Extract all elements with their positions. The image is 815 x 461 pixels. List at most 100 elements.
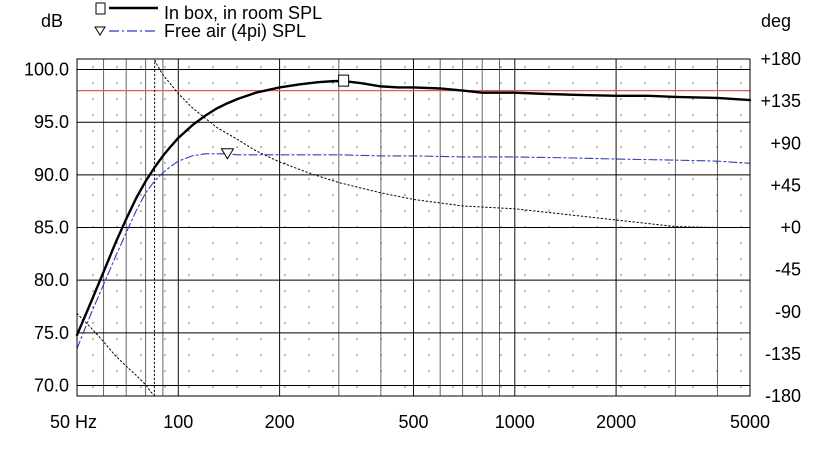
grid-dot	[116, 98, 118, 100]
grid-dot	[500, 386, 502, 388]
grid-dot	[500, 354, 502, 356]
grid-dot	[476, 322, 478, 324]
grid-dot	[164, 370, 166, 372]
grid-dot	[668, 338, 670, 340]
grid-dot	[404, 162, 406, 164]
grid-dot	[404, 354, 406, 356]
grid-dot	[164, 290, 166, 292]
grid-dot	[692, 258, 694, 260]
grid-dot	[260, 322, 262, 324]
grid-dot	[188, 242, 190, 244]
grid-dot	[212, 98, 214, 100]
grid-dot	[356, 66, 358, 68]
grid-dot	[548, 258, 550, 260]
grid-dot	[92, 98, 94, 100]
grid-dot	[188, 274, 190, 276]
grid-dot	[380, 82, 382, 84]
grid-dot	[92, 66, 94, 68]
legend-label-in-box: In box, in room SPL	[164, 3, 322, 23]
grid-dot	[188, 338, 190, 340]
grid-dot	[692, 178, 694, 180]
grid-dot	[668, 290, 670, 292]
grid-dot	[332, 370, 334, 372]
grid-dot	[308, 306, 310, 308]
grid-dot	[188, 290, 190, 292]
grid-dot	[524, 98, 526, 100]
grid-dot	[332, 66, 334, 68]
legend-label-free-air: Free air (4pi) SPL	[164, 21, 306, 41]
grid-dot	[500, 114, 502, 116]
grid-dot	[740, 258, 742, 260]
grid-dot	[236, 194, 238, 196]
grid-dot	[404, 370, 406, 372]
grid-dot	[428, 178, 430, 180]
grid-dot	[620, 258, 622, 260]
grid-dot	[380, 306, 382, 308]
grid-dot	[524, 210, 526, 212]
grid-dot	[548, 322, 550, 324]
grid-dot	[548, 306, 550, 308]
grid-dot	[452, 322, 454, 324]
grid-dot	[524, 306, 526, 308]
grid-dot	[380, 242, 382, 244]
grid-dot	[476, 194, 478, 196]
grid-dot	[380, 290, 382, 292]
grid-dot	[116, 306, 118, 308]
grid-dot	[308, 178, 310, 180]
grid-dot	[236, 290, 238, 292]
grid-dot	[284, 370, 286, 372]
grid-dot	[164, 258, 166, 260]
grid-dot	[308, 258, 310, 260]
grid-dot	[476, 210, 478, 212]
grid-dot	[548, 370, 550, 372]
grid-dot	[332, 194, 334, 196]
grid-dot	[500, 194, 502, 196]
grid-dot	[740, 146, 742, 148]
grid-dot	[284, 290, 286, 292]
grid-dot	[404, 386, 406, 388]
grid-dot	[212, 338, 214, 340]
grid-dot	[188, 162, 190, 164]
grid-dot	[716, 82, 718, 84]
grid-dot	[452, 194, 454, 196]
bottom-tick-label: 500	[398, 412, 428, 432]
grid-dot	[92, 210, 94, 212]
grid-dot	[476, 98, 478, 100]
grid-dot	[524, 386, 526, 388]
grid-dot	[476, 370, 478, 372]
grid-dot	[596, 130, 598, 132]
left-tick-label: 90.0	[34, 165, 69, 185]
grid-dot	[164, 210, 166, 212]
grid-dot	[212, 242, 214, 244]
grid-dot	[716, 370, 718, 372]
grid-dot	[308, 242, 310, 244]
grid-dot	[308, 290, 310, 292]
grid-dot	[476, 82, 478, 84]
grid-dot	[356, 338, 358, 340]
grid-dot	[404, 306, 406, 308]
grid-dot	[572, 386, 574, 388]
grid-dot	[212, 226, 214, 228]
grid-dot	[452, 114, 454, 116]
grid-dot	[140, 290, 142, 292]
grid-dot	[92, 130, 94, 132]
grid-dot	[404, 210, 406, 212]
grid-dot	[620, 370, 622, 372]
grid-dot	[212, 258, 214, 260]
grid-dot	[476, 354, 478, 356]
grid-dot	[236, 210, 238, 212]
right-tick-label: +45	[770, 175, 801, 195]
grid-dot	[548, 338, 550, 340]
grid-dot	[140, 146, 142, 148]
grid-dot	[332, 322, 334, 324]
grid-dot	[92, 354, 94, 356]
grid-dot	[284, 258, 286, 260]
grid-dot	[716, 258, 718, 260]
left-tick-label: 95.0	[34, 112, 69, 132]
grid-dot	[692, 82, 694, 84]
grid-dot	[740, 306, 742, 308]
left-tick-label: 75.0	[34, 323, 69, 343]
grid-dot	[620, 162, 622, 164]
grid-dot	[356, 194, 358, 196]
grid-dot	[236, 146, 238, 148]
